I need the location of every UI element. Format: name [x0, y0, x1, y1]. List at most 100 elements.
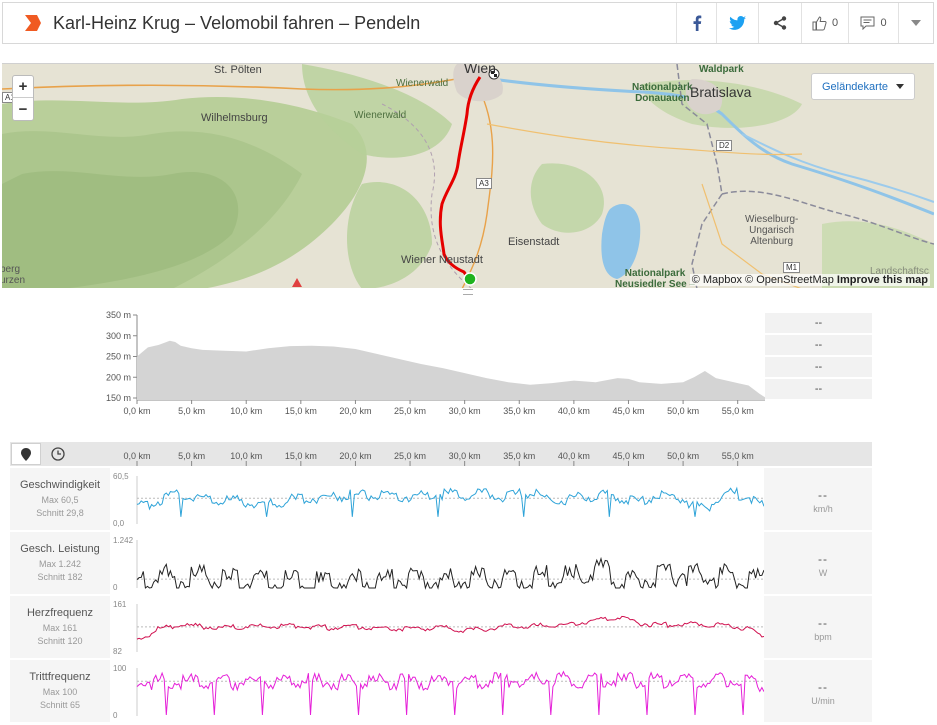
elevation-y-tick-label: 200 m [106, 372, 131, 382]
finish-flag-icon[interactable] [488, 68, 500, 80]
comment-button[interactable]: 0 [848, 3, 898, 43]
cadence-max: Max 100 [42, 687, 78, 697]
place-wienerwald-1: Wienerwald [396, 78, 449, 89]
place-wien: Wien [464, 63, 496, 76]
map-resize-handle[interactable] [463, 289, 473, 295]
cadence-unit: U/min [811, 696, 835, 706]
toolbar-x-tick-label: 15,0 km [285, 451, 317, 461]
speed-ymin: 0,0 [113, 519, 125, 528]
improve-map-link[interactable]: Improve this map [836, 274, 928, 286]
cadence-ymin: 0 [113, 711, 118, 720]
speed-value: -- km/h [774, 468, 872, 530]
elevation-x-tick-label: 20,0 km [339, 406, 371, 416]
like-count: 0 [831, 17, 839, 29]
share-button[interactable] [758, 3, 801, 43]
heartrate-value: -- bpm [774, 596, 872, 658]
speed-plot[interactable]: 60,5 0,0 [110, 468, 764, 530]
thumbs-up-icon [812, 15, 827, 30]
elevation-stat-1: -- [765, 313, 872, 333]
zoom-control: + − [12, 75, 34, 121]
power-row: Gesch. Leistung Max 1.242 Schnitt 182 1.… [10, 532, 872, 594]
elevation-y-tick-label: 250 m [106, 352, 131, 362]
speed-unit: km/h [813, 504, 833, 514]
elevation-x-tick-label: 25,0 km [394, 406, 426, 416]
attribution-text: © Mapbox © OpenStreetMap [691, 274, 834, 286]
heartrate-max: Max 161 [42, 623, 78, 633]
route-line [438, 68, 500, 286]
cadence-plot[interactable]: 100 0 [110, 660, 764, 722]
heartrate-plot[interactable]: 161 82 [110, 596, 764, 658]
elevation-stat-4: -- [765, 379, 872, 399]
twitter-share-button[interactable] [716, 3, 758, 43]
elevation-y-tick-label: 300 m [106, 331, 131, 341]
power-plot[interactable]: 1.242 0 [110, 532, 764, 594]
power-label: Gesch. Leistung Max 1.242 Schnitt 182 [10, 532, 110, 594]
row-series-line [136, 670, 764, 716]
distance-axis: 0,0 km 5,0 km 10,0 km 15,0 km 20,0 km 25,0 km… [123, 451, 754, 466]
map-type-label: Geländekarte [821, 80, 888, 93]
toolbar-x-tick-label: 55,0 km [722, 451, 754, 461]
power-max: Max 1.242 [38, 559, 82, 569]
map-pin-icon [21, 447, 31, 461]
time-mode-button[interactable] [43, 443, 73, 465]
map-attribution: © Mapbox © OpenStreetMap Improve this ma… [689, 274, 930, 286]
elevation-x-tick-label: 0,0 km [123, 406, 150, 416]
elevation-stat-3: -- [765, 357, 872, 377]
brand-logo-icon [25, 15, 41, 31]
comment-count: 0 [880, 17, 887, 29]
facebook-share-button[interactable] [676, 3, 716, 43]
elevation-x-tick-label: 35,0 km [503, 406, 535, 416]
toolbar-x-tick-label: 20,0 km [339, 451, 371, 461]
like-button[interactable]: 0 [801, 3, 848, 43]
cadence-row: Trittfrequenz Max 100 Schnitt 65 100 0 -… [10, 660, 872, 722]
heartrate-unit: bpm [814, 632, 832, 642]
elevation-chart[interactable]: 350 m 300 m 250 m 200 m 150 m 0,0 km 5,0 km 10,… [0, 300, 937, 430]
elevation-y-tick-label: 350 m [106, 310, 131, 320]
heartrate-name: Herzfrequenz [26, 607, 94, 619]
speed-name: Geschwindigkeit [19, 479, 101, 491]
row-series-line [136, 615, 764, 640]
map-type-dropdown[interactable]: Geländekarte [810, 73, 915, 100]
activity-header: Karl-Heinz Krug – Velomobil fahren – Pen… [2, 2, 934, 44]
toolbar-x-tick-label: 35,0 km [503, 451, 535, 461]
caret-down-icon [896, 84, 904, 89]
clock-icon [51, 447, 65, 461]
distance-mode-button[interactable] [11, 443, 41, 465]
cadence-current: -- [818, 680, 828, 694]
toolbar-x-tick-label: 30,0 km [449, 451, 481, 461]
hazard-icon [292, 278, 302, 287]
zoom-in-button[interactable]: + [13, 76, 33, 98]
power-chart [136, 540, 764, 590]
elevation-y-tick-label: 150 m [106, 393, 131, 403]
zoom-out-button[interactable]: − [18, 100, 28, 118]
cadence-value: -- U/min [774, 660, 872, 722]
heartrate-row: Herzfrequenz Max 161 Schnitt 120 161 82 … [10, 596, 872, 658]
cadence-avg: Schnitt 65 [39, 700, 81, 710]
elevation-x-tick-label: 45,0 km [612, 406, 644, 416]
speed-avg: Schnitt 29,8 [36, 508, 84, 518]
heartrate-ymax: 161 [113, 600, 127, 609]
heartrate-avg: Schnitt 120 [37, 636, 83, 646]
toolbar-x-tick-label: 45,0 km [612, 451, 644, 461]
cadence-name: Trittfrequenz [29, 671, 91, 683]
toolbar-x-tick-label: 5,0 km [178, 451, 205, 461]
heartrate-label: Herzfrequenz Max 161 Schnitt 120 [10, 596, 110, 658]
start-marker-icon[interactable] [463, 272, 477, 286]
twitter-icon [729, 16, 746, 30]
power-unit: W [818, 568, 828, 578]
road-a3-badge: A3 [476, 178, 492, 189]
power-ymax: 1.242 [113, 536, 134, 545]
toolbar-x-tick-label: 50,0 km [667, 451, 699, 461]
page-title: Karl-Heinz Krug – Velomobil fahren – Pen… [53, 12, 421, 33]
route-map[interactable]: St. Pölten Wien Wienerwald Wienerwald Wi… [2, 63, 934, 288]
place-np-neusiedler-see: Nationalpark Neusiedler See – [615, 268, 695, 288]
elevation-x-tick-label: 5,0 km [178, 406, 205, 416]
speed-current: -- [818, 488, 828, 502]
heartrate-current: -- [818, 616, 828, 630]
comment-icon [860, 16, 875, 30]
cadence-chart [136, 668, 764, 716]
more-menu-button[interactable] [898, 3, 933, 43]
elevation-area [137, 340, 765, 400]
chevron-down-icon [911, 20, 921, 26]
row-series-line [136, 556, 764, 590]
